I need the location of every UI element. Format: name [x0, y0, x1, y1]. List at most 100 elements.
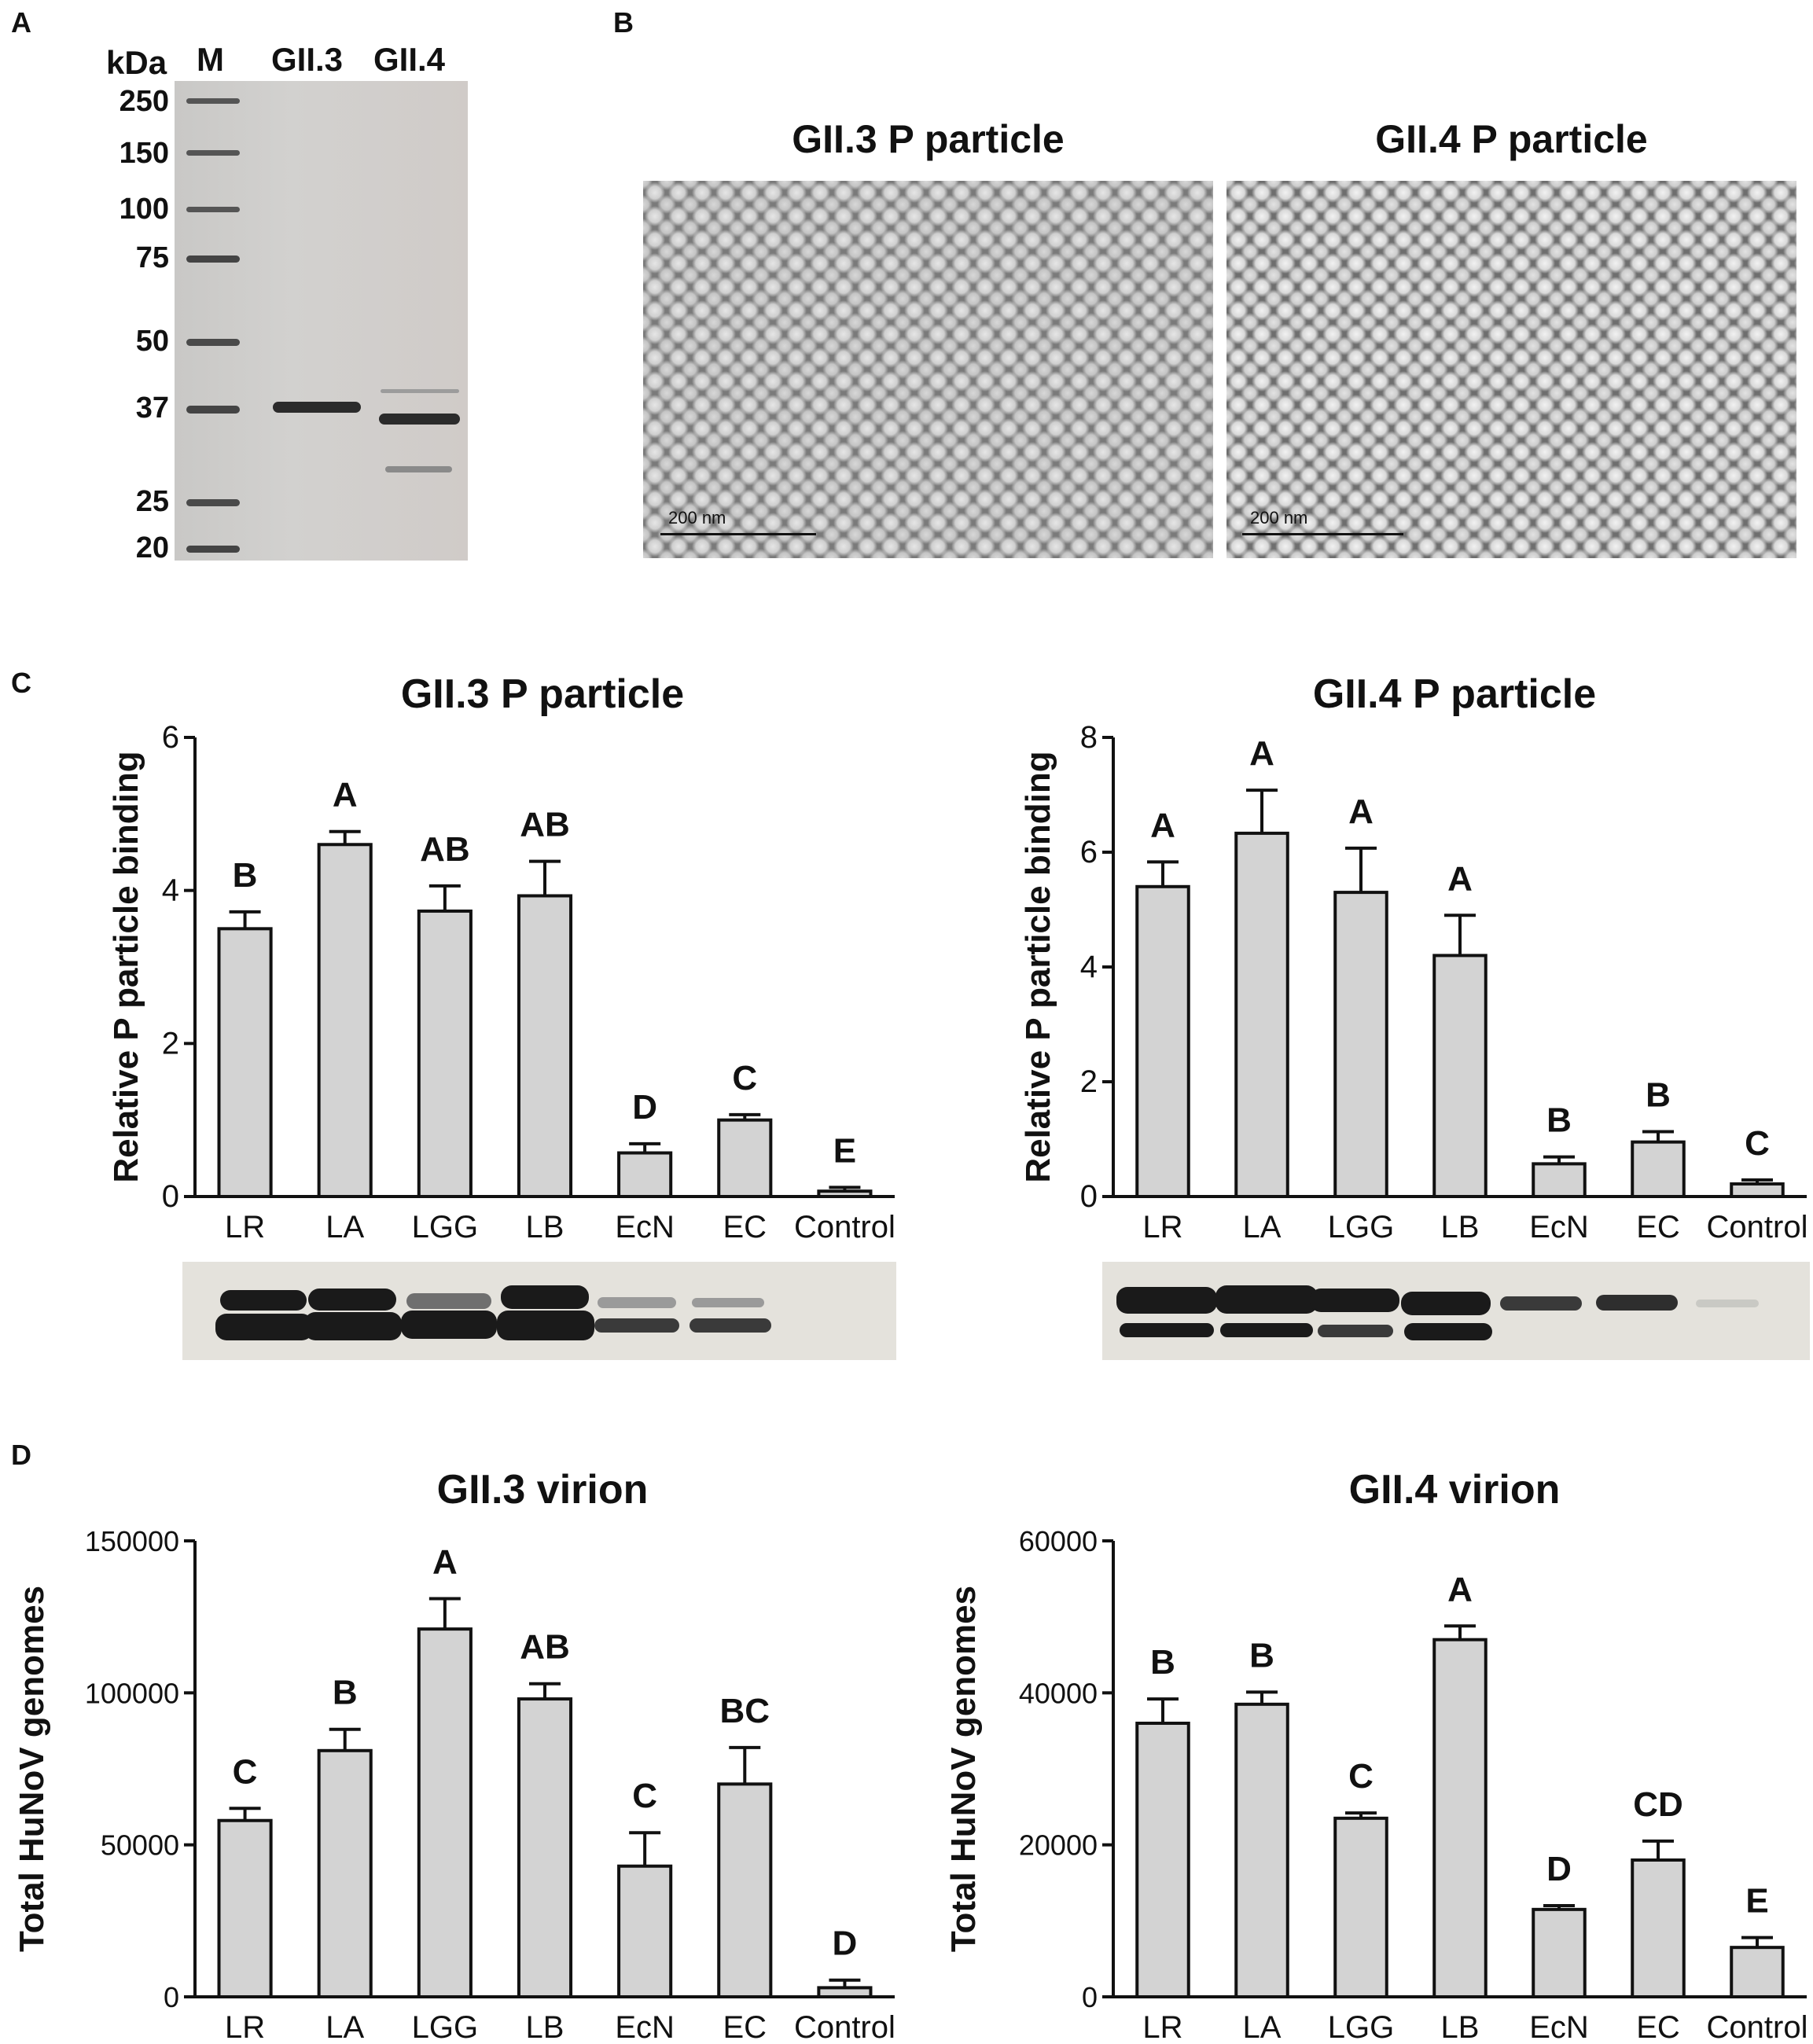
- bar-lgg: [417, 909, 473, 1198]
- mw-marker-250: 250: [119, 85, 169, 118]
- significance-letter: E: [1745, 1882, 1768, 1921]
- scale-bar-label: 200 nm: [1250, 508, 1308, 528]
- panel-label-a: A: [11, 6, 31, 39]
- y-axis-label: Total HuNoV genomes: [13, 1586, 51, 1952]
- bar-control: [1730, 1946, 1785, 1999]
- x-tick-label: EcN: [615, 2010, 675, 2044]
- ladder-band: [186, 256, 240, 263]
- x-tick-label: EC: [1636, 2010, 1680, 2044]
- y-tick-label: 6: [1080, 835, 1098, 869]
- y-tick-label: 100000: [85, 1677, 179, 1709]
- x-tick-label: LB: [526, 1210, 564, 1244]
- y-tick-label: 50000: [101, 1829, 179, 1862]
- blot-band: [1220, 1323, 1313, 1337]
- chart-title: GII.3 virion: [437, 1467, 649, 1513]
- x-tick-label: LR: [225, 2010, 265, 2044]
- significance-letter: A: [1150, 806, 1175, 844]
- ladder-band: [186, 499, 240, 506]
- y-tick-label: 150000: [85, 1525, 179, 1557]
- bar-ecn: [617, 1864, 673, 1999]
- x-tick-label: Control: [794, 2010, 895, 2044]
- blot-band: [1401, 1292, 1491, 1315]
- blot-band: [1696, 1300, 1759, 1307]
- x-tick-label: Control: [794, 1210, 895, 1244]
- ladder-band: [186, 207, 240, 212]
- bar-lb: [517, 1697, 573, 1998]
- y-tick-label: 20000: [1019, 1829, 1098, 1862]
- bar-control: [1730, 1182, 1785, 1198]
- x-tick-label: LGG: [1328, 2010, 1394, 2044]
- gel-image: [175, 81, 468, 561]
- em-image-gii3: 200 nm: [643, 181, 1213, 558]
- ladder-band: [186, 546, 240, 553]
- y-axis-label: Total HuNoV genomes: [944, 1586, 983, 1952]
- significance-letter: B: [1646, 1076, 1671, 1115]
- significance-letter: B: [233, 856, 258, 895]
- bar-lr: [217, 1818, 273, 1999]
- gii3-protein-band: [273, 402, 361, 413]
- em-title-gii3: GII.3 P particle: [792, 117, 1065, 161]
- mw-marker-100: 100: [119, 193, 169, 226]
- bar-lb: [1432, 954, 1488, 1199]
- blot-band: [692, 1298, 764, 1307]
- blot-band: [220, 1290, 307, 1311]
- bar-lr: [1135, 884, 1190, 1199]
- blot-band: [1500, 1296, 1582, 1311]
- mw-marker-20: 20: [135, 531, 169, 564]
- blot-band: [1404, 1323, 1492, 1340]
- y-tick-label: 0: [162, 1179, 179, 1214]
- blot-band: [501, 1285, 589, 1309]
- panel-label-d: D: [11, 1439, 31, 1471]
- bar-lgg: [1333, 1816, 1388, 1998]
- gii4-faint-band: [385, 466, 452, 472]
- lane-label-marker: M: [197, 41, 224, 78]
- bar-lb: [517, 894, 573, 1198]
- ladder-band: [186, 150, 240, 156]
- significance-letter: A: [1249, 734, 1274, 773]
- x-tick-label: EC: [1636, 1210, 1680, 1244]
- panel-label-b: B: [613, 6, 634, 39]
- bar-lr: [1135, 1722, 1190, 1998]
- bar-la: [1234, 831, 1289, 1199]
- y-tick-label: 8: [1080, 720, 1098, 755]
- blot-band: [1596, 1295, 1678, 1311]
- bar-lgg: [1333, 891, 1388, 1198]
- lane-label-gii3: GII.3: [271, 41, 344, 78]
- y-tick-label: 4: [1080, 950, 1098, 984]
- x-tick-label: LR: [225, 1210, 265, 1244]
- significance-letter: CD: [1633, 1785, 1683, 1824]
- significance-letter: AB: [520, 1628, 570, 1667]
- significance-letter: D: [632, 1088, 657, 1127]
- blot-band: [406, 1293, 491, 1309]
- bar-lr: [217, 927, 273, 1199]
- bar-lb: [1432, 1638, 1488, 1999]
- y-tick-label: 6: [162, 720, 179, 755]
- mw-marker-150: 150: [119, 137, 169, 170]
- x-tick-label: LR: [1142, 1210, 1182, 1244]
- significance-letter: A: [333, 776, 358, 814]
- y-axis-label: Relative P particle binding: [1019, 751, 1057, 1182]
- blot-band: [401, 1311, 497, 1339]
- significance-letter: A: [1447, 1570, 1473, 1608]
- significance-letter: C: [732, 1059, 757, 1097]
- significance-letter: D: [833, 1925, 858, 1963]
- scale-bar: [660, 533, 816, 535]
- x-tick-label: LB: [1441, 1210, 1480, 1244]
- x-tick-label: LA: [325, 2010, 364, 2044]
- bar-ecn: [617, 1151, 673, 1199]
- em-image-gii4: 200 nm: [1226, 181, 1796, 558]
- bar-ecn: [1532, 1162, 1587, 1199]
- y-tick-label: 40000: [1019, 1677, 1098, 1709]
- ladder-band: [186, 339, 240, 346]
- x-tick-label: EcN: [1529, 1210, 1589, 1244]
- y-tick-label: 0: [1082, 1981, 1098, 2013]
- western-blot-gii3: [182, 1262, 896, 1360]
- kda-label: kDa: [106, 44, 167, 81]
- bar-la: [1234, 1702, 1289, 1998]
- gii4-faint-band: [381, 389, 459, 393]
- scale-bar: [1242, 533, 1403, 535]
- x-tick-label: EC: [723, 1210, 767, 1244]
- bar-ecn: [1532, 1907, 1587, 1998]
- y-tick-label: 4: [162, 873, 179, 908]
- blot-band: [1120, 1323, 1214, 1337]
